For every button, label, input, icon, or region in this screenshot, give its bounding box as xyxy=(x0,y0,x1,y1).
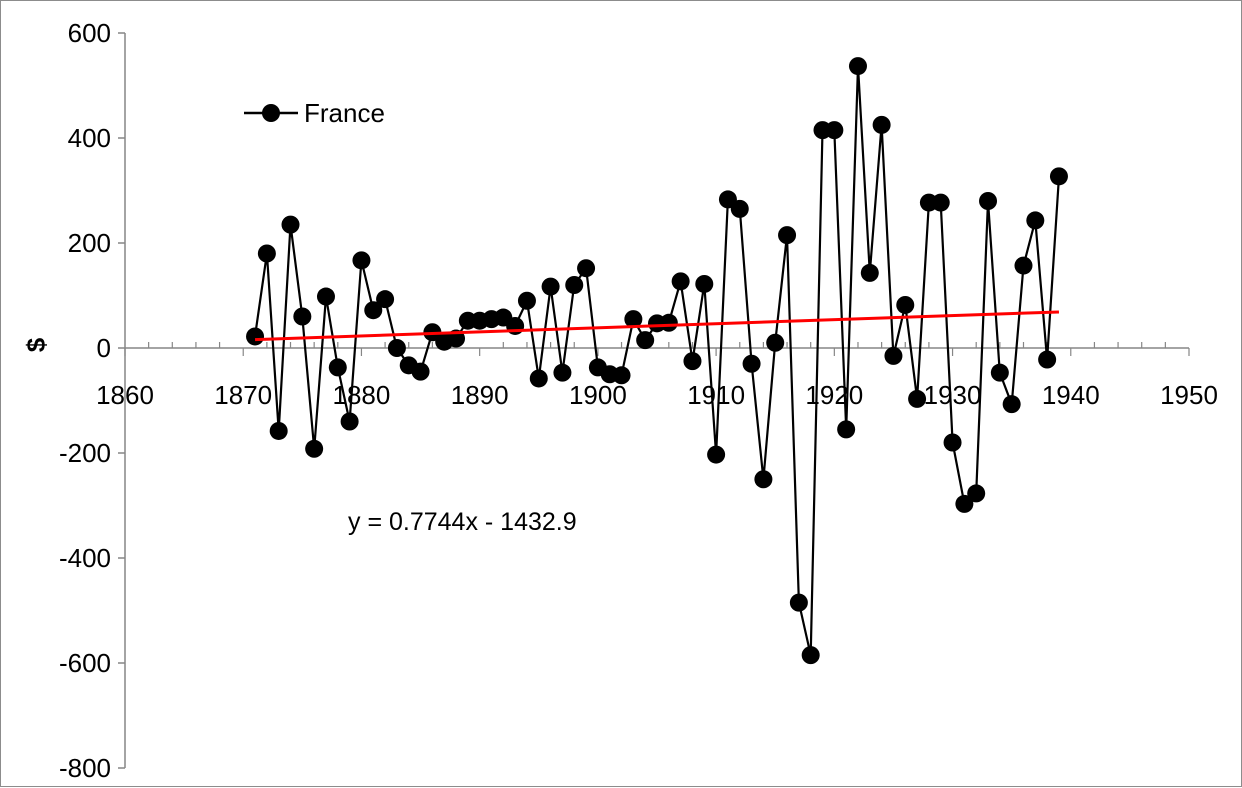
data-point xyxy=(967,484,986,503)
data-point xyxy=(943,433,962,452)
data-point xyxy=(281,215,300,234)
data-point xyxy=(376,290,395,309)
data-point xyxy=(908,389,927,408)
data-point xyxy=(624,310,643,329)
data-point xyxy=(730,199,749,218)
trendline-equation: y = 0.7744x - 1432.9 xyxy=(348,508,577,536)
data-point xyxy=(1014,256,1033,275)
data-point xyxy=(801,646,820,665)
data-point xyxy=(565,276,584,294)
data-point xyxy=(848,57,867,76)
legend-label-france: France xyxy=(304,98,385,128)
data-point xyxy=(1002,395,1021,414)
trendline-line xyxy=(254,310,1060,342)
data-point xyxy=(352,251,371,270)
x-tick-label: 1940 xyxy=(1042,380,1100,410)
y-tick-label: -400 xyxy=(59,543,111,573)
data-point xyxy=(659,313,678,332)
data-point xyxy=(411,362,430,381)
data-point xyxy=(553,363,572,382)
data-point xyxy=(612,366,631,385)
series-line-france xyxy=(253,64,1061,657)
data-point xyxy=(683,352,702,371)
data-point xyxy=(789,593,808,612)
data-point xyxy=(1038,350,1057,369)
data-point xyxy=(896,295,915,314)
y-tick-label: -800 xyxy=(59,753,111,783)
data-point xyxy=(316,287,335,306)
data-point xyxy=(269,421,288,440)
data-point xyxy=(778,226,797,245)
data-point xyxy=(837,420,856,439)
x-tick-label: 1870 xyxy=(214,380,272,410)
x-tick-label: 1950 xyxy=(1160,380,1218,410)
data-point xyxy=(529,369,548,388)
data-point xyxy=(257,244,276,263)
data-point xyxy=(293,307,312,326)
data-point xyxy=(246,327,265,346)
data-point xyxy=(387,339,406,357)
data-point xyxy=(754,470,773,489)
y-axis-label: $ xyxy=(21,337,51,352)
x-tick-label: 1890 xyxy=(451,380,509,410)
x-tick-label: 1900 xyxy=(569,380,627,410)
data-point xyxy=(340,412,359,431)
data-point xyxy=(517,291,536,310)
y-tick-label: -600 xyxy=(59,648,111,678)
x-tick-label: 1930 xyxy=(924,380,982,410)
data-point xyxy=(1049,167,1068,186)
legend-marker xyxy=(262,104,280,122)
data-point xyxy=(825,121,844,140)
y-tick-label: -200 xyxy=(59,438,111,468)
series-france xyxy=(246,57,1068,665)
trendline xyxy=(254,310,1060,342)
data-point xyxy=(766,333,785,352)
x-tick-label: 1910 xyxy=(687,380,745,410)
data-point xyxy=(707,445,726,464)
data-point xyxy=(671,272,690,291)
x-tick-label: 1920 xyxy=(805,380,863,410)
data-point xyxy=(955,494,974,513)
data-point xyxy=(541,277,560,296)
y-tick-label: 600 xyxy=(68,18,111,48)
legend: France xyxy=(244,98,385,128)
data-point xyxy=(695,274,714,293)
data-point xyxy=(742,354,761,373)
data-point xyxy=(577,259,596,278)
y-tick-label: 200 xyxy=(68,228,111,258)
data-point xyxy=(872,115,891,134)
data-point xyxy=(305,439,324,458)
data-point xyxy=(860,263,879,282)
data-point xyxy=(328,358,347,377)
data-point xyxy=(979,192,998,210)
data-point xyxy=(364,301,383,320)
data-point xyxy=(1026,211,1045,230)
data-point xyxy=(990,363,1009,382)
data-point xyxy=(636,331,655,350)
y-tick-label: 400 xyxy=(68,123,111,153)
y-tick-label: 0 xyxy=(97,333,111,363)
data-point xyxy=(884,346,903,365)
data-point xyxy=(931,193,950,212)
x-tick-label: 1860 xyxy=(96,380,154,410)
